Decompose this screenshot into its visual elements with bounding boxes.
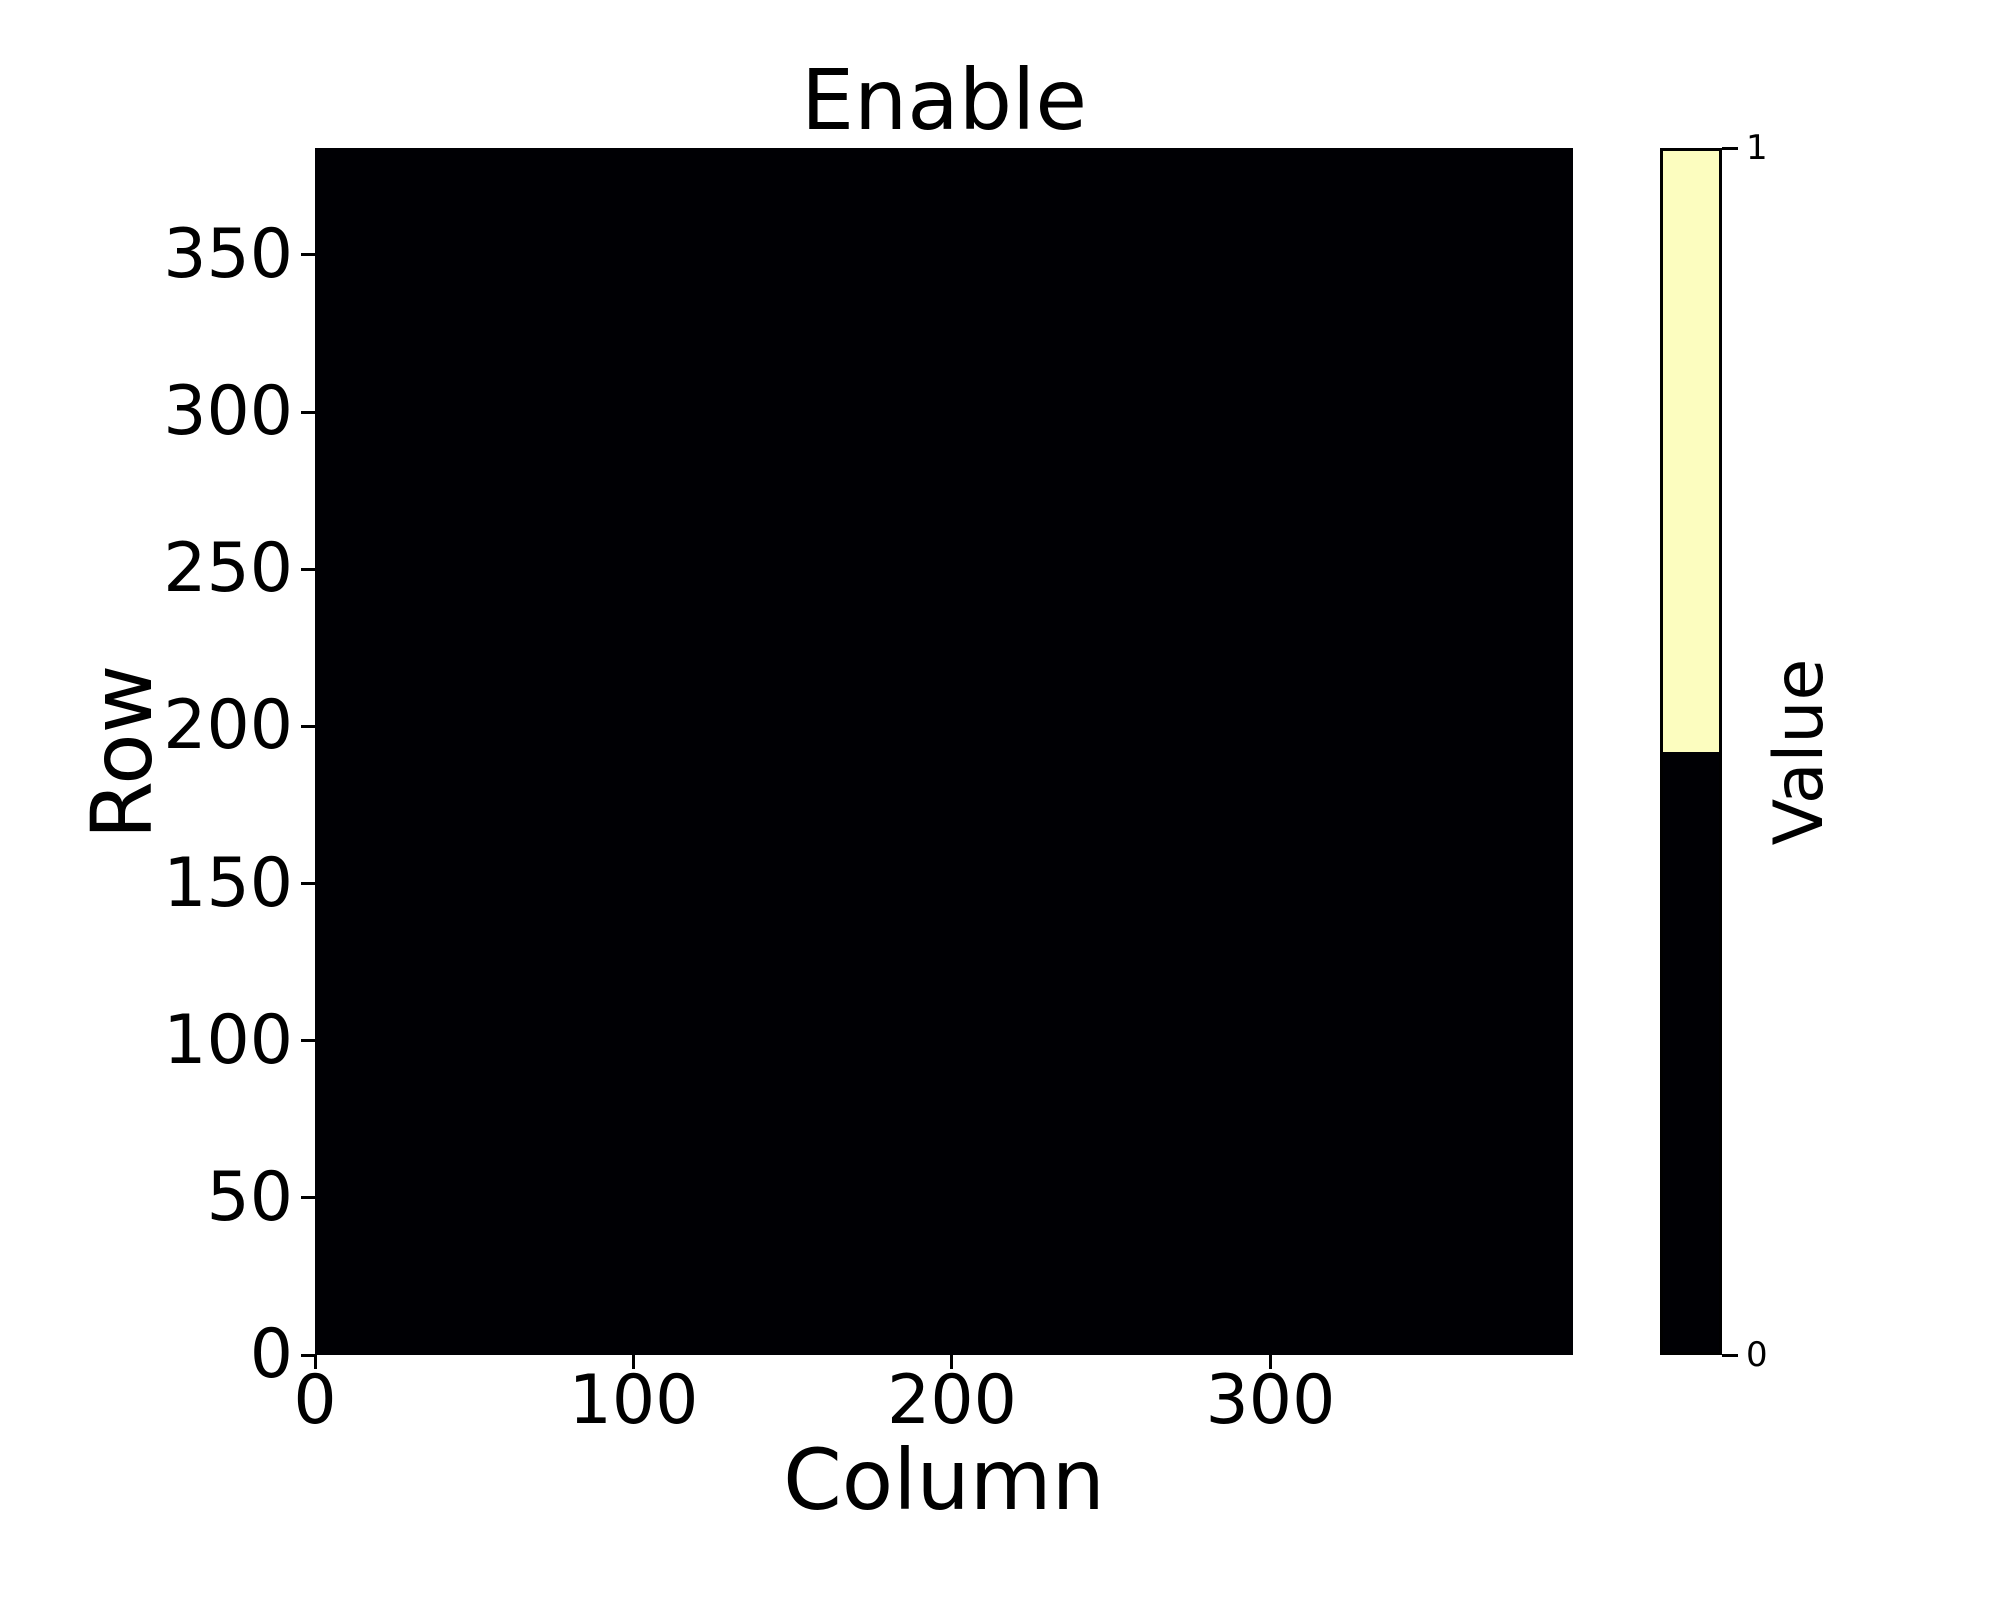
y-axis-label: Row [73, 664, 171, 840]
colorbar-tick-label: 0 [1746, 1335, 1768, 1375]
colorbar-segment-value-1 [1663, 151, 1719, 752]
y-tick-mark [301, 1196, 315, 1200]
x-tick-label: 100 [568, 1361, 699, 1440]
x-tick-label: 0 [293, 1361, 337, 1440]
y-tick-label: 0 [249, 1315, 293, 1394]
heatmap-area [315, 148, 1573, 1355]
x-tick-mark [313, 1355, 317, 1369]
y-tick-mark [301, 882, 315, 886]
colorbar-tick-mark [1722, 146, 1738, 150]
y-tick-label: 300 [163, 372, 293, 452]
x-axis-label: Column [783, 1431, 1105, 1529]
x-tick-mark [631, 1355, 635, 1369]
colorbar-label: Value [1760, 658, 1839, 846]
x-tick-label: 300 [1205, 1361, 1336, 1440]
y-tick-mark [301, 567, 315, 571]
y-tick-mark [301, 1039, 315, 1043]
y-tick-mark [301, 410, 315, 414]
y-tick-mark [301, 1353, 315, 1357]
y-tick-label: 350 [163, 214, 293, 294]
colorbar-segment-value-0 [1663, 751, 1719, 1352]
colorbar [1660, 148, 1722, 1355]
y-tick-mark [301, 724, 315, 728]
x-tick-label: 200 [887, 1361, 1017, 1440]
x-tick-mark [1268, 1355, 1272, 1369]
colorbar-tick-label: 1 [1746, 128, 1768, 168]
y-tick-label: 50 [206, 1157, 293, 1237]
y-tick-label: 150 [163, 843, 293, 923]
y-tick-label: 200 [163, 686, 293, 766]
chart-title: Enable [800, 51, 1088, 149]
y-tick-mark [301, 253, 315, 257]
x-tick-mark [950, 1355, 954, 1369]
y-tick-label: 250 [163, 529, 293, 609]
colorbar-tick-mark [1722, 1353, 1738, 1357]
y-tick-label: 100 [163, 1000, 293, 1080]
